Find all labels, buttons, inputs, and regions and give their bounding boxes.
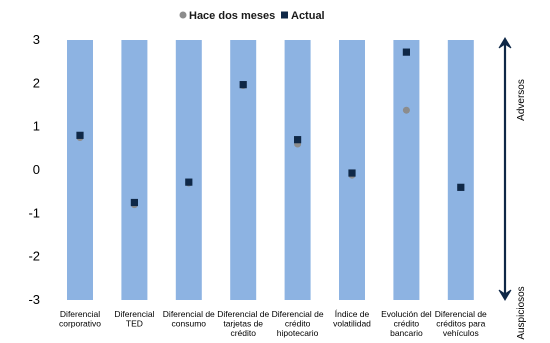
y-tick-label: -1 [28, 205, 40, 220]
y-tick-label: 3 [33, 32, 40, 47]
x-tick-label: Diferencial de tarjetas de crédito [217, 309, 269, 338]
x-tick-label: Diferencial TED [114, 309, 154, 329]
x-tick-label: Diferencial de crédito hipotecario [272, 309, 324, 338]
x-axis: Diferencial corporativo Diferencial TED Dife… [59, 309, 487, 338]
range-bar [447, 40, 474, 300]
legend-marker-actual [281, 11, 288, 19]
range-bar [67, 40, 93, 300]
range-bar [175, 40, 202, 300]
range-bar [230, 40, 257, 300]
point-actual [457, 183, 465, 191]
point-actual [402, 48, 410, 56]
y-axis: 3 2 1 0 -1 -2 -3 [28, 32, 40, 307]
point-actual [239, 81, 247, 89]
side-label-adversos: Adversos [516, 79, 527, 121]
range-bar [284, 40, 311, 300]
x-tick-label: Diferencial corporativo [59, 309, 101, 329]
x-tick-label: Diferencial de consumo [163, 309, 215, 329]
arrow-up-head [498, 37, 512, 49]
side-indicator: Adversos Auspiciosos [498, 37, 527, 340]
point-actual [130, 198, 138, 207]
point-actual [185, 178, 193, 186]
x-tick-label: Índice de volatilidad [333, 309, 371, 329]
y-tick-label: 1 [33, 119, 40, 134]
point-actual [294, 136, 302, 144]
data-markers [76, 48, 465, 209]
x-tick-label: Evolución del crédito bancario [381, 309, 432, 338]
legend-label-hace-dos-meses: Hace dos meses [189, 10, 275, 22]
side-label-auspiciosos: Auspiciosos [516, 286, 527, 339]
range-bars [67, 40, 474, 300]
arrow-down-head [498, 289, 512, 301]
y-tick-label: -2 [28, 249, 40, 264]
legend-marker-hace-dos-meses [179, 11, 187, 19]
point-actual [76, 131, 84, 139]
y-tick-label: 0 [33, 162, 40, 177]
y-tick-label: -3 [28, 292, 40, 307]
point-hace-dos-meses [402, 106, 410, 114]
legend-label-actual: Actual [291, 10, 325, 22]
point-actual [348, 169, 356, 177]
legend: Hace dos meses Actual [179, 10, 325, 22]
range-bar [393, 40, 420, 300]
range-bar [121, 40, 148, 300]
x-tick-label: Diferencial de créditos para vehículos [435, 309, 487, 338]
y-tick-label: 2 [33, 75, 40, 90]
